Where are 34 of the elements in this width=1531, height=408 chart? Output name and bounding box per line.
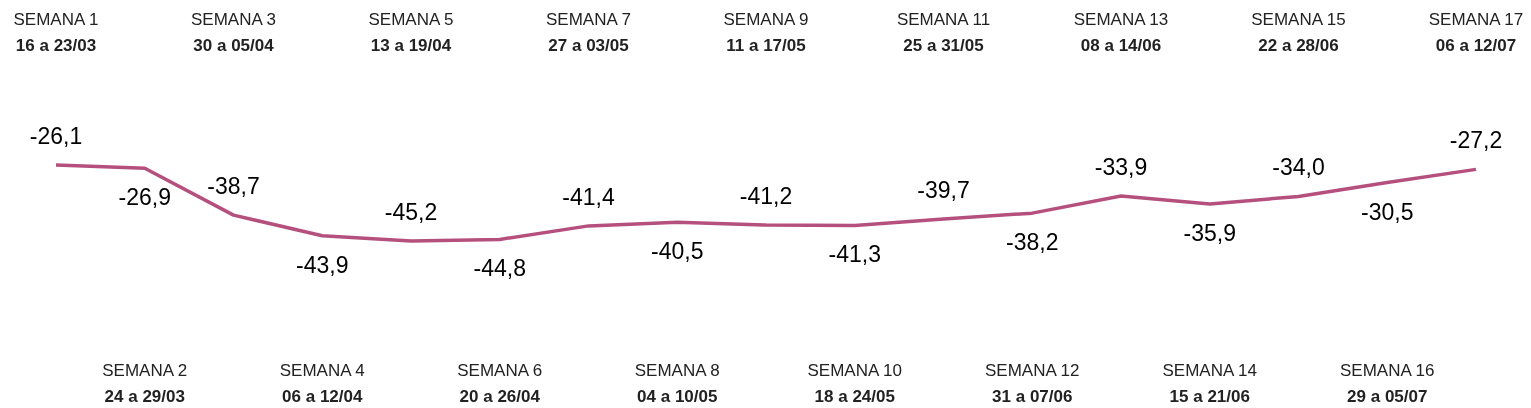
data-label: -40,5 <box>651 238 704 265</box>
data-label: -34,0 <box>1272 154 1325 181</box>
data-label: -41,3 <box>828 241 881 268</box>
category-label: SEMANA 17 06 a 12/07 <box>1428 10 1524 55</box>
data-label: -39,7 <box>917 177 970 204</box>
category-label: SEMANA 6 20 a 26/04 <box>457 361 543 406</box>
category-label: SEMANA 4 06 a 12/04 <box>279 361 365 406</box>
category-label: SEMANA 10 18 a 24/05 <box>807 361 902 406</box>
data-label: -45,2 <box>384 199 438 225</box>
category-label: SEMANA 5 13 a 19/04 <box>368 10 454 55</box>
data-label: -38,7 <box>207 173 260 200</box>
data-label: -26,9 <box>118 184 171 211</box>
category-label: SEMANA 1 16 a 23/03 <box>13 10 99 55</box>
category-label: SEMANA 12 31 a 07/06 <box>985 361 1080 406</box>
data-label: -27,2 <box>1449 127 1503 154</box>
category-label: SEMANA 15 22 a 28/06 <box>1251 10 1346 55</box>
category-label: SEMANA 16 29 a 05/07 <box>1340 361 1435 406</box>
data-label: -43,9 <box>296 251 349 278</box>
category-label: SEMANA 7 27 a 03/05 <box>545 10 632 55</box>
category-label: SEMANA 9 11 a 17/05 <box>723 10 809 55</box>
data-label: -41,4 <box>562 183 615 210</box>
category-label: SEMANA 3 30 a 05/04 <box>190 10 277 55</box>
category-label: SEMANA 11 25 a 31/05 <box>896 10 991 55</box>
data-label: -44,8 <box>473 255 526 282</box>
data-label: -26,1 <box>29 123 83 149</box>
category-label: SEMANA 8 04 a 10/05 <box>634 361 720 406</box>
data-label: -33,9 <box>1094 154 1148 181</box>
category-label: SEMANA 14 15 a 21/06 <box>1162 361 1257 406</box>
data-label: -35,9 <box>1183 219 1236 246</box>
category-label: SEMANA 13 08 a 14/06 <box>1073 10 1169 55</box>
data-label: -30,5 <box>1361 198 1414 225</box>
data-label: -41,2 <box>739 183 793 210</box>
category-label: SEMANA 2 24 a 29/03 <box>102 361 188 406</box>
data-label: -38,2 <box>1006 229 1059 256</box>
